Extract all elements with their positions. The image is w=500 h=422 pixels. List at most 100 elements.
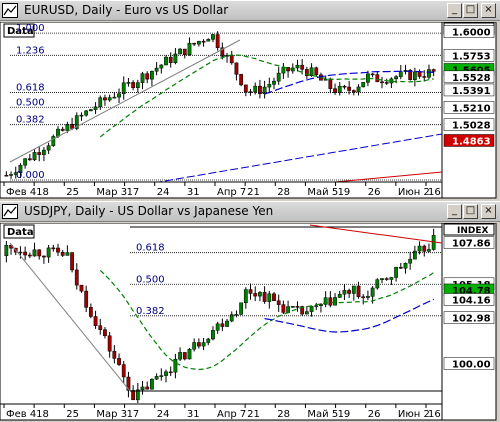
index-box — [443, 223, 495, 236]
candle — [93, 106, 98, 110]
trend-line — [9, 242, 131, 392]
candle — [417, 245, 422, 252]
date-label: 24 — [157, 187, 170, 198]
candle — [375, 74, 380, 83]
candle — [103, 329, 107, 337]
date-label: 21 — [247, 409, 260, 420]
date-label: 31 — [187, 409, 200, 420]
maximize-button[interactable]: □ — [463, 204, 478, 219]
candle — [56, 128, 60, 137]
candle — [342, 290, 347, 295]
candle — [168, 56, 173, 63]
chart-icon — [2, 3, 18, 18]
candle — [356, 285, 361, 297]
candle — [290, 306, 295, 308]
candle — [187, 42, 192, 55]
minimize-button[interactable]: _ — [447, 3, 462, 18]
date-label: 25 — [66, 187, 79, 198]
fib-level-label: 0.000 — [16, 170, 45, 181]
candle — [173, 358, 178, 373]
candle — [126, 376, 131, 391]
date-label: 19 — [338, 409, 351, 420]
date-label: 26 — [368, 187, 381, 198]
price-tag — [443, 357, 495, 370]
candle — [361, 82, 366, 88]
candle — [422, 245, 427, 252]
candle — [342, 85, 347, 88]
candle — [140, 386, 145, 391]
candle — [243, 289, 248, 304]
close-button[interactable]: × — [481, 204, 496, 219]
date-label: 26 — [368, 409, 381, 420]
candle — [117, 358, 121, 365]
candle — [253, 85, 258, 92]
candle — [192, 342, 197, 350]
candle — [398, 266, 403, 269]
close-button[interactable]: × — [481, 3, 496, 18]
candle — [60, 251, 65, 256]
candle — [398, 71, 403, 77]
date-label: 17 — [127, 409, 140, 420]
candle — [248, 289, 253, 294]
candle — [347, 86, 352, 91]
eurusd-titlebar[interactable]: EURUSD, Daily - Euro vs US Dollar _ □ × — [0, 0, 500, 21]
maximize-button[interactable]: □ — [463, 3, 478, 18]
eurusd-chart-canvas[interactable]: DataINDEX1.0001.2360.6180.5000.3820.0001… — [0, 22, 500, 200]
candle — [314, 67, 319, 76]
fib-level-label: 1.000 — [16, 23, 45, 34]
price-tag — [443, 49, 495, 62]
price-tag-text: 107.86 — [452, 239, 491, 250]
fib-level-label: 0.618 — [16, 82, 45, 93]
candle — [79, 114, 84, 117]
eurusd-chart-window[interactable]: EURUSD, Daily - Euro vs US Dollar _ □ × … — [0, 0, 500, 200]
candle — [258, 292, 262, 297]
candle — [333, 88, 337, 93]
date-label: 16 — [428, 409, 441, 420]
candle — [126, 82, 131, 84]
date-label: Фев 4 — [6, 409, 36, 420]
candle — [333, 297, 337, 306]
candle — [159, 64, 164, 69]
moving-average-green — [99, 54, 434, 138]
data-label-box — [3, 224, 35, 239]
candle — [234, 62, 239, 75]
candle — [389, 78, 394, 84]
usdjpy-title: USDJPY, Daily - US Dollar vs Japanese Ye… — [24, 204, 274, 218]
candle — [229, 55, 234, 64]
candle — [220, 323, 225, 327]
candle — [239, 302, 244, 315]
candle — [27, 254, 32, 257]
moving-average-green — [99, 269, 435, 371]
date-label: Июн 2 — [398, 187, 430, 198]
candle — [295, 64, 300, 69]
price-tag-text: 1.4863 — [452, 136, 491, 147]
price-tag — [443, 70, 495, 84]
candle — [239, 74, 244, 86]
candle — [37, 152, 42, 155]
candle — [201, 342, 206, 347]
candle — [300, 306, 305, 315]
candle — [323, 78, 328, 81]
date-label: 25 — [66, 409, 79, 420]
price-tag-text: 1.5028 — [452, 121, 491, 132]
candle — [154, 67, 159, 72]
candle — [347, 290, 352, 294]
candle — [403, 262, 408, 269]
minimize-button[interactable]: _ — [447, 204, 462, 219]
candle — [422, 76, 427, 78]
price-tag — [443, 118, 495, 131]
usdjpy-chart-canvas[interactable]: DataINDEX0.6180.5000.382107.86105.18104.… — [0, 223, 500, 422]
usdjpy-titlebar[interactable]: USDJPY, Daily - US Dollar vs Japanese Ye… — [0, 201, 500, 222]
candle — [131, 82, 136, 89]
candle — [145, 386, 150, 390]
date-label: 18 — [36, 187, 49, 198]
candle — [328, 78, 333, 89]
candle — [300, 64, 305, 70]
date-label: Мар 3 — [96, 187, 127, 198]
candle — [323, 297, 328, 305]
eurusd-title: EURUSD, Daily - Euro vs US Dollar — [24, 3, 229, 17]
candle — [196, 342, 201, 347]
candle — [408, 258, 413, 264]
usdjpy-chart-window[interactable]: USDJPY, Daily - US Dollar vs Japanese Ye… — [0, 201, 500, 422]
candle — [314, 305, 319, 307]
